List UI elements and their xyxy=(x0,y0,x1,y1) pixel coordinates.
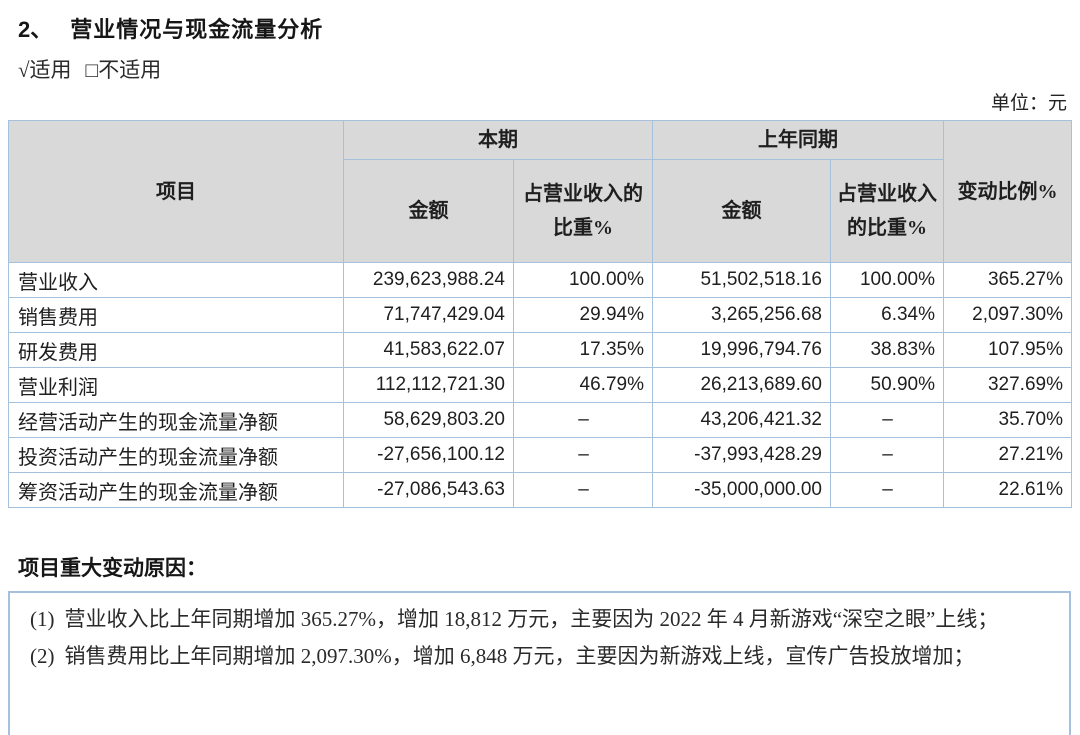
cell-current-pct: – xyxy=(513,472,653,508)
cell-current-amount: 71,747,429.04 xyxy=(343,297,514,333)
cell-prior-pct: 6.34% xyxy=(830,297,944,333)
cell-prior-amount: 3,265,256.68 xyxy=(652,297,831,333)
table-row: 投资活动产生的现金流量净额 -27,656,100.12 – -37,993,4… xyxy=(8,437,1072,473)
cell-change: 35.70% xyxy=(943,402,1072,438)
header-item: 项目 xyxy=(8,120,344,263)
notes-heading: 项目重大变动原因： xyxy=(18,557,207,580)
unit-label: 单位：元 xyxy=(990,93,1067,114)
cell-current-amount: 58,629,803.20 xyxy=(343,402,514,438)
cell-change: 327.69% xyxy=(943,367,1072,403)
note-text: 销售费用比上年同期增加 2,097.30%，增加 6,848 万元，主要因为新游… xyxy=(64,644,975,668)
cell-change: 27.21% xyxy=(943,437,1072,473)
cell-current-pct: 29.94% xyxy=(513,297,653,333)
cell-prior-pct: – xyxy=(830,437,944,473)
header-row-columns: 金额 占营业收入的比重% 金额 占营业收入的比重% xyxy=(9,159,1072,263)
cell-current-amount: -27,656,100.12 xyxy=(343,437,514,473)
cell-item: 销售费用 xyxy=(8,297,344,333)
note-text: 营业收入比上年同期增加 365.27%，增加 18,812 万元，主要因为 20… xyxy=(64,607,999,631)
not-applicable-option: □不适用 xyxy=(85,58,162,82)
cell-item: 经营活动产生的现金流量净额 xyxy=(8,402,344,438)
header-pct-prior: 占营业收入的比重% xyxy=(830,159,944,263)
section-number: 2、 xyxy=(18,17,53,42)
table-row: 筹资活动产生的现金流量净额 -27,086,543.63 – -35,000,0… xyxy=(8,472,1072,508)
section-title: 营业情况与现金流量分析 xyxy=(70,17,324,42)
header-amount-current: 金额 xyxy=(343,159,514,263)
table-row: 研发费用 41,583,622.07 17.35% 19,996,794.76 … xyxy=(8,332,1072,368)
note-label: (2) xyxy=(30,644,55,668)
cell-prior-amount: 43,206,421.32 xyxy=(652,402,831,438)
table-row: 销售费用 71,747,429.04 29.94% 3,265,256.68 6… xyxy=(8,297,1072,333)
cell-prior-amount: -35,000,000.00 xyxy=(652,472,831,508)
cell-change: 22.61% xyxy=(943,472,1072,508)
cell-prior-pct: 38.83% xyxy=(830,332,944,368)
applicability-line: √适用 □不适用 xyxy=(18,54,1071,84)
cell-prior-amount: 51,502,518.16 xyxy=(652,262,831,298)
cell-current-amount: -27,086,543.63 xyxy=(343,472,514,508)
header-amount-prior: 金额 xyxy=(652,159,831,263)
cell-item: 筹资活动产生的现金流量净额 xyxy=(8,472,344,508)
cell-item: 营业利润 xyxy=(8,367,344,403)
header-row-groups: 项目 本期 上年同期 变动比例% xyxy=(8,120,1072,263)
cell-current-pct: 17.35% xyxy=(513,332,653,368)
cell-change: 107.95% xyxy=(943,332,1072,368)
cell-item: 营业收入 xyxy=(8,262,344,298)
section-heading: 2、 营业情况与现金流量分析 xyxy=(18,12,1071,44)
header-pct-current: 占营业收入的比重% xyxy=(513,159,653,263)
note-label: (1) xyxy=(30,607,55,631)
header-change-ratio: 变动比例% xyxy=(943,120,1072,263)
cell-current-amount: 41,583,622.07 xyxy=(343,332,514,368)
cell-current-pct: – xyxy=(513,437,653,473)
cell-prior-amount: 26,213,689.60 xyxy=(652,367,831,403)
table-row: 营业收入 239,623,988.24 100.00% 51,502,518.1… xyxy=(8,262,1072,298)
financial-table: 项目 本期 上年同期 变动比例% 金额 占营业收入的比重% 金额 占营业收入的比… xyxy=(8,120,1072,508)
cell-change: 365.27% xyxy=(943,262,1072,298)
cell-prior-pct: – xyxy=(830,472,944,508)
table-row: 营业利润 112,112,721.30 46.79% 26,213,689.60… xyxy=(8,367,1072,403)
header-current-period: 本期 xyxy=(343,120,653,160)
cell-current-pct: 46.79% xyxy=(513,367,653,403)
cell-item: 投资活动产生的现金流量净额 xyxy=(8,437,344,473)
cell-item: 研发费用 xyxy=(8,332,344,368)
cell-change: 2,097.30% xyxy=(943,297,1072,333)
cell-prior-amount: -37,993,428.29 xyxy=(652,437,831,473)
cell-current-amount: 112,112,721.30 xyxy=(343,367,514,403)
cell-prior-pct: – xyxy=(830,402,944,438)
cell-current-pct: – xyxy=(513,402,653,438)
cell-prior-amount: 19,996,794.76 xyxy=(652,332,831,368)
cell-prior-pct: 50.90% xyxy=(830,367,944,403)
cell-prior-pct: 100.00% xyxy=(830,262,944,298)
note-item: (1) 营业收入比上年同期增加 365.27%，增加 18,812 万元，主要因为… xyxy=(30,601,1053,638)
applicable-option: √适用 xyxy=(18,58,72,82)
cell-current-pct: 100.00% xyxy=(513,262,653,298)
notes-box: (1) 营业收入比上年同期增加 365.27%，增加 18,812 万元，主要因为… xyxy=(8,591,1071,735)
note-item: (2) 销售费用比上年同期增加 2,097.30%，增加 6,848 万元，主要因… xyxy=(30,638,1053,675)
table-row: 经营活动产生的现金流量净额 58,629,803.20 – 43,206,421… xyxy=(8,402,1072,438)
cell-current-amount: 239,623,988.24 xyxy=(343,262,514,298)
header-prior-period: 上年同期 xyxy=(652,120,944,160)
